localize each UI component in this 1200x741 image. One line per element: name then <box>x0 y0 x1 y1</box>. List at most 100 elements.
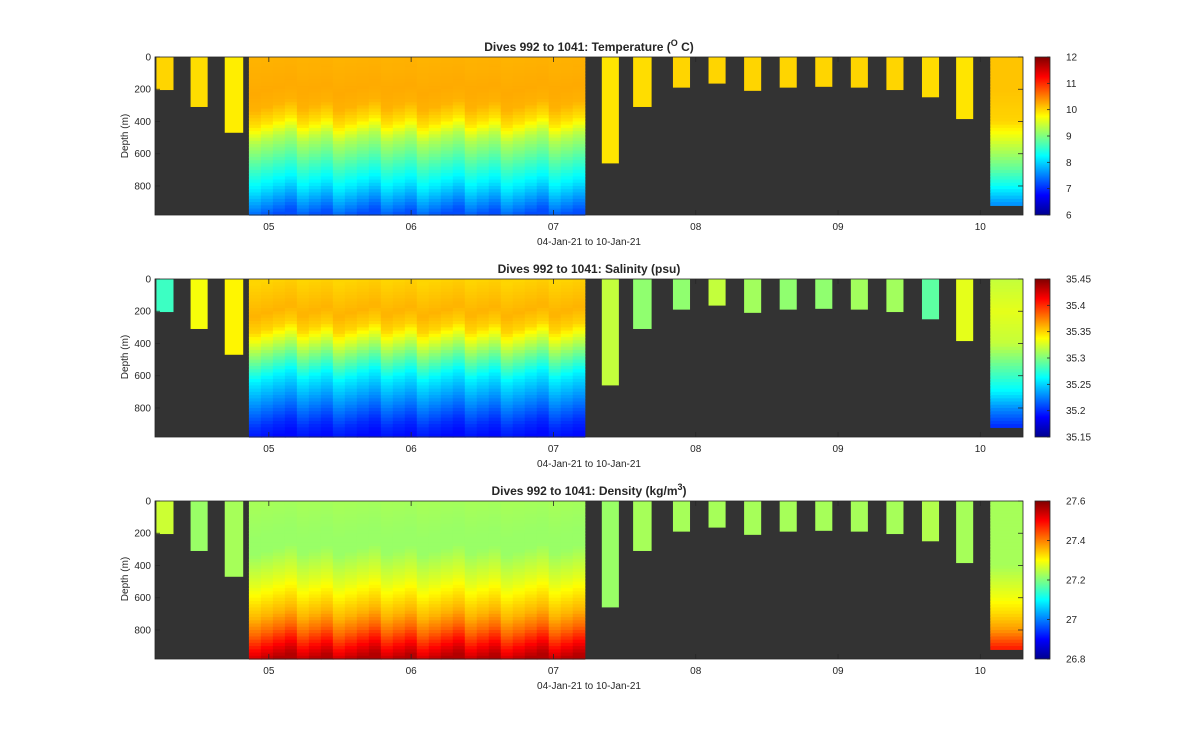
temperature-colorbar-tick-label: 7 <box>1066 184 1072 195</box>
temperature-block-column <box>476 57 490 216</box>
density-block-column <box>548 501 562 660</box>
temperature-dive-column <box>601 57 619 164</box>
salinity-title-main: Dives 992 to 1041: Salinity (psu) <box>498 262 681 276</box>
density-block-column <box>512 501 526 660</box>
temperature-block-column <box>428 57 442 216</box>
density-dive-column <box>156 501 174 535</box>
temperature-dive-column <box>815 57 833 87</box>
salinity-plot-area <box>154 278 1024 438</box>
density-axes-frame <box>154 500 1024 660</box>
salinity-block-column <box>320 279 334 438</box>
salinity-block-column <box>524 279 538 438</box>
density-block-column <box>392 501 406 660</box>
temperature-plot-area <box>154 56 1024 216</box>
density-block-column <box>296 501 310 660</box>
density-dive-column <box>190 501 208 551</box>
salinity-x-tick-label: 07 <box>548 444 560 455</box>
salinity-dive-column <box>956 279 974 342</box>
density-block-column <box>560 501 574 660</box>
density-block-column <box>368 501 382 660</box>
salinity-block-column <box>332 279 346 438</box>
temperature-colorbar-tick-label: 8 <box>1066 158 1072 169</box>
salinity-block-column <box>260 279 274 438</box>
temperature-y-axis-label: Depth (m) <box>120 114 131 158</box>
temperature-dive-column <box>744 57 762 91</box>
temperature-block-column <box>488 57 502 216</box>
temperature-colorbar: 6 7 8 9 10 11 12 <box>1034 53 1078 222</box>
density-block-column <box>536 501 550 660</box>
density-block-column <box>488 501 502 660</box>
density-x-tick-label: 07 <box>548 666 560 677</box>
salinity-dive-column <box>921 279 940 320</box>
salinity-panel: Dives 992 to 1041: Salinity (psu) 0 200 40… <box>120 262 1091 470</box>
density-x-axis-label: 04-Jan-21 to 10-Jan-21 <box>537 681 641 692</box>
temperature-block-column <box>500 57 514 216</box>
density-colorbar-tick-label: 27 <box>1066 615 1078 626</box>
salinity-dive-column <box>850 279 868 310</box>
salinity-colorbar-tick-label: 35.35 <box>1066 327 1091 338</box>
density-block-column <box>428 501 442 660</box>
salinity-dive-column <box>224 279 244 355</box>
salinity-block-column <box>488 279 502 438</box>
temperature-block-column <box>272 57 286 216</box>
temperature-block-column <box>416 57 430 216</box>
salinity-x-tick-label: 10 <box>975 444 987 455</box>
temperature-block-column <box>548 57 562 216</box>
temperature-dive-column <box>779 57 797 88</box>
salinity-block-column <box>452 279 466 438</box>
salinity-dive-column <box>633 279 652 329</box>
temperature-block-column <box>524 57 538 216</box>
temperature-colorbar-tick-label: 12 <box>1066 53 1078 64</box>
temperature-y-tick-label: 0 <box>145 53 151 64</box>
salinity-x-tick-label: 06 <box>406 444 418 455</box>
density-panel: Dives 992 to 1041: Density (kg/m3) 0 200 4… <box>120 482 1086 692</box>
temperature-x-tick-label: 05 <box>263 222 275 233</box>
density-y-tick-label: 200 <box>134 529 151 540</box>
temperature-block-column <box>464 57 478 216</box>
temperature-block-column <box>356 57 370 216</box>
temperature-colorbar-tick-label: 10 <box>1066 105 1078 116</box>
salinity-y-tick-label: 200 <box>134 307 151 318</box>
temperature-block-column <box>380 57 394 216</box>
salinity-block-column <box>392 279 406 438</box>
density-y-tick-label: 800 <box>134 625 151 636</box>
salinity-dive-column <box>779 279 797 310</box>
density-dive-column <box>956 501 974 564</box>
temperature-block-column <box>536 57 550 216</box>
temperature-y-axis: 0 200 400 600 800 <box>134 53 1023 192</box>
density-colorbar-tick-label: 27.4 <box>1066 536 1086 547</box>
salinity-x-tick-label: 08 <box>690 444 702 455</box>
salinity-colorbar-tick-label: 35.2 <box>1066 406 1086 417</box>
temperature-x-tick-label: 09 <box>832 222 844 233</box>
temperature-block-column <box>404 57 418 216</box>
temperature-block-column <box>296 57 310 216</box>
temperature-dive-column <box>156 57 174 91</box>
density-colorbar-tick-label: 26.8 <box>1066 655 1086 666</box>
salinity-block-column <box>356 279 370 438</box>
temperature-title-sup: O <box>671 38 678 48</box>
density-y-tick-label: 400 <box>134 561 151 572</box>
density-colorbar: 26.8 27 27.2 27.4 27.6 <box>1034 497 1086 666</box>
density-block-column <box>464 501 478 660</box>
salinity-y-tick-label: 0 <box>145 275 151 286</box>
temperature-x-tick-label: 10 <box>975 222 987 233</box>
density-last-dive <box>990 501 1023 650</box>
salinity-block-column <box>416 279 430 438</box>
density-block-column <box>248 501 262 660</box>
salinity-axes-frame <box>154 278 1024 438</box>
salinity-block-column <box>512 279 526 438</box>
salinity-block-column <box>548 279 562 438</box>
temperature-y-tick-label: 400 <box>134 117 151 128</box>
density-block-column <box>416 501 430 660</box>
density-block-column <box>308 501 322 660</box>
salinity-dive-column <box>886 279 904 313</box>
temperature-block-column <box>392 57 406 216</box>
temperature-dive-column <box>956 57 974 120</box>
density-x-tick-label: 08 <box>690 666 702 677</box>
density-y-tick-label: 0 <box>145 497 151 508</box>
salinity-colorbar-tick-label: 35.25 <box>1066 380 1091 391</box>
temperature-dive-column <box>921 57 940 98</box>
density-x-tick-label: 09 <box>832 666 844 677</box>
density-block-column <box>500 501 514 660</box>
